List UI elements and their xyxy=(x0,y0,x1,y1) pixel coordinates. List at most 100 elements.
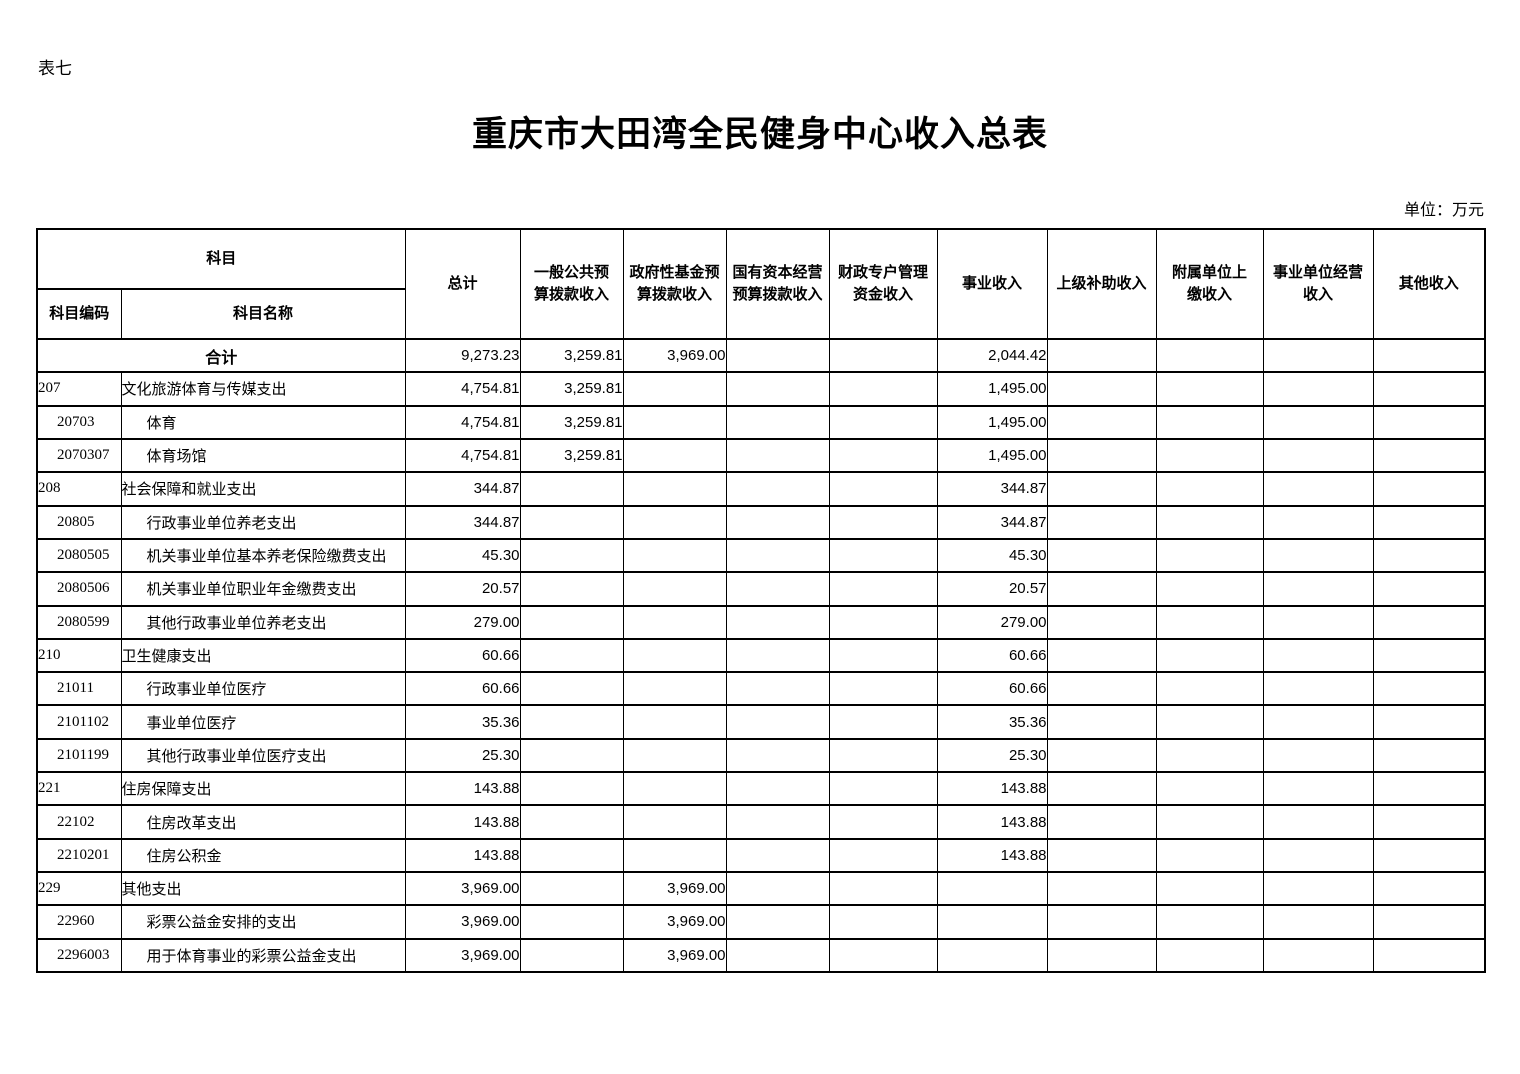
amount-cell xyxy=(1046,771,1157,807)
amount-cell xyxy=(725,404,830,440)
amount-cell xyxy=(1155,704,1264,740)
subject-code-cell: 20703 xyxy=(36,404,122,440)
amount-cell xyxy=(1372,371,1486,407)
amount-cell xyxy=(1046,937,1157,974)
header-affiliated-unit-income: 附属单位上 缴收入 xyxy=(1155,228,1264,340)
amount-cell xyxy=(1155,604,1264,640)
sheet-number-label: 表七 xyxy=(38,59,72,78)
amount-cell xyxy=(1155,471,1264,507)
table-row: 20703 体育 4,754.81 3,259.81 1,495.00 xyxy=(36,404,1486,440)
amount-cell xyxy=(1372,637,1486,674)
subject-name-cell: 住房保障支出 xyxy=(120,771,406,807)
amount-cell xyxy=(1046,904,1157,940)
amount-cell xyxy=(622,637,727,674)
amount-cell xyxy=(1046,604,1157,640)
income-summary-table: 科目 总计 一般公共预 算拨款收入 政府性基金预 算拨款收入 国有资本经营 预算… xyxy=(36,228,1487,974)
table-body: 合计 9,273.23 3,259.81 3,969.00 2,044.42 207 文化旅… xyxy=(36,337,1486,974)
amount-cell xyxy=(725,904,830,940)
unit-note: 单位：万元 xyxy=(1403,202,1484,219)
amount-cell xyxy=(725,704,830,740)
subject-name-cell: 其他行政事业单位养老支出 xyxy=(120,604,406,640)
amount-cell: 3,969.00 xyxy=(622,904,727,940)
amount-cell xyxy=(725,771,830,807)
amount-cell xyxy=(1262,804,1374,840)
amount-cell: 344.87 xyxy=(404,504,521,540)
amount-cell xyxy=(519,804,624,840)
amount-cell xyxy=(828,671,938,707)
amount-cell: 9,273.23 xyxy=(404,337,521,374)
subject-name-cell: 社会保障和就业支出 xyxy=(120,471,406,507)
amount-cell: 45.30 xyxy=(936,537,1048,574)
amount-cell xyxy=(1372,870,1486,907)
header-superior-subsidy-income: 上级补助收入 xyxy=(1046,228,1157,340)
amount-cell: 35.36 xyxy=(404,704,521,740)
amount-cell xyxy=(1262,904,1374,940)
table-row: 2210201 住房公积金 143.88 143.88 xyxy=(36,837,1486,874)
amount-cell xyxy=(1155,504,1264,540)
amount-cell xyxy=(1155,804,1264,840)
amount-cell xyxy=(1262,404,1374,440)
amount-cell xyxy=(1046,737,1157,774)
amount-cell: 1,495.00 xyxy=(936,404,1048,440)
amount-cell xyxy=(1372,404,1486,440)
amount-cell xyxy=(1155,771,1264,807)
table-row: 2101102 事业单位医疗 35.36 35.36 xyxy=(36,704,1486,740)
subject-name-cell: 其他行政事业单位医疗支出 xyxy=(120,737,406,774)
amount-cell xyxy=(519,737,624,774)
header-general-public-budget: 一般公共预 算拨款收入 xyxy=(519,228,624,340)
amount-cell xyxy=(828,404,938,440)
table-row: 2080505 机关事业单位基本养老保险缴费支出 45.30 45.30 xyxy=(36,537,1486,574)
amount-cell: 20.57 xyxy=(404,571,521,607)
amount-cell xyxy=(828,437,938,474)
amount-cell xyxy=(828,337,938,374)
amount-cell xyxy=(828,537,938,574)
amount-cell xyxy=(519,671,624,707)
subject-name-cell: 卫生健康支出 xyxy=(120,637,406,674)
amount-cell xyxy=(828,737,938,774)
table-row: 229 其他支出 3,969.00 3,969.00 xyxy=(36,870,1486,907)
subject-code-cell: 22960 xyxy=(36,904,122,940)
amount-cell xyxy=(1155,837,1264,874)
amount-cell xyxy=(1262,771,1374,807)
amount-cell xyxy=(1155,904,1264,940)
subject-name-cell: 行政事业单位养老支出 xyxy=(120,504,406,540)
subject-name-cell: 机关事业单位基本养老保险缴费支出 xyxy=(120,537,406,574)
amount-cell xyxy=(725,870,830,907)
amount-cell xyxy=(1262,571,1374,607)
amount-cell xyxy=(1262,371,1374,407)
amount-cell xyxy=(622,471,727,507)
amount-cell: 4,754.81 xyxy=(404,404,521,440)
amount-cell xyxy=(828,604,938,640)
amount-cell xyxy=(1262,437,1374,474)
amount-cell xyxy=(1262,737,1374,774)
amount-cell xyxy=(1046,537,1157,574)
amount-cell xyxy=(725,504,830,540)
grand-total-row: 合计 9,273.23 3,259.81 3,969.00 2,044.42 xyxy=(36,337,1486,374)
table-row: 2101199 其他行政事业单位医疗支出 25.30 25.30 xyxy=(36,737,1486,774)
amount-cell xyxy=(1046,637,1157,674)
amount-cell xyxy=(1046,437,1157,474)
amount-cell xyxy=(1372,437,1486,474)
table-row: 21011 行政事业单位医疗 60.66 60.66 xyxy=(36,671,1486,707)
amount-cell xyxy=(1372,504,1486,540)
amount-cell: 143.88 xyxy=(404,771,521,807)
amount-cell xyxy=(936,937,1048,974)
amount-cell xyxy=(519,837,624,874)
amount-cell: 279.00 xyxy=(936,604,1048,640)
amount-cell xyxy=(1155,404,1264,440)
subject-code-cell: 210 xyxy=(36,637,122,674)
amount-cell xyxy=(519,637,624,674)
amount-cell xyxy=(828,837,938,874)
amount-cell: 25.30 xyxy=(936,737,1048,774)
subject-name-cell: 机关事业单位职业年金缴费支出 xyxy=(120,571,406,607)
header-other-income: 其他收入 xyxy=(1372,228,1486,340)
subject-code-cell: 21011 xyxy=(36,671,122,707)
amount-cell xyxy=(1372,771,1486,807)
amount-cell: 1,495.00 xyxy=(936,437,1048,474)
subject-name-cell: 用于体育事业的彩票公益金支出 xyxy=(120,937,406,974)
amount-cell: 60.66 xyxy=(936,671,1048,707)
amount-cell xyxy=(1046,504,1157,540)
subject-code-cell: 229 xyxy=(36,870,122,907)
amount-cell: 3,969.00 xyxy=(404,937,521,974)
amount-cell xyxy=(828,571,938,607)
